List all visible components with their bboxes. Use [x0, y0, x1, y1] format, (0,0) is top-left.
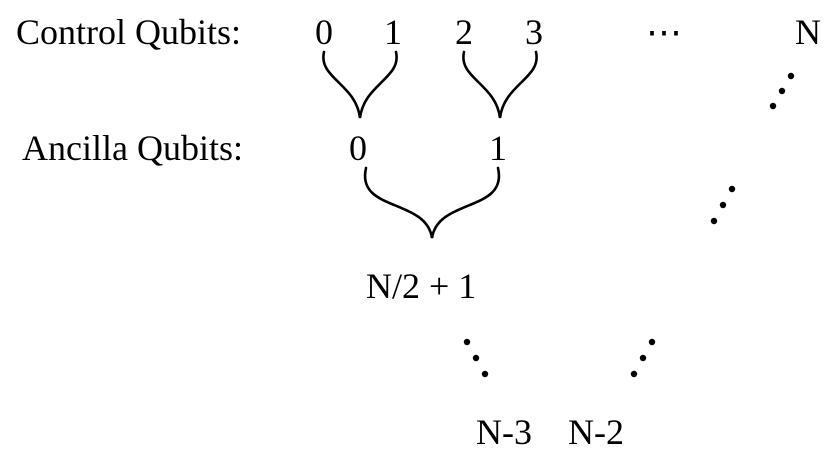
brace-ancilla-0-1 — [363, 166, 501, 239]
control-qubits-label: Control Qubits: — [16, 12, 242, 52]
control-qubit-n: N — [795, 12, 821, 52]
ancilla-qubit-1: 1 — [489, 128, 507, 168]
bottom-node-n-2: N-2 — [568, 412, 624, 452]
dots-mid-right — [710, 185, 736, 225]
control-qubit-0: 0 — [315, 12, 333, 52]
ancilla-qubits-label: Ancilla Qubits: — [22, 128, 243, 168]
control-qubit-2: 2 — [455, 12, 473, 52]
bottom-node-n-3: N-3 — [476, 412, 532, 452]
brace-control-2-3 — [462, 50, 538, 119]
merged-node-label: N/2 + 1 — [366, 266, 477, 306]
brace-control-0-1 — [322, 50, 398, 119]
control-ellipsis: ⋯ — [646, 12, 682, 52]
ancilla-qubit-0: 0 — [349, 128, 367, 168]
dots-near-control-n — [769, 72, 795, 110]
control-qubit-1: 1 — [384, 12, 402, 52]
dots-above-n-3 — [463, 338, 489, 378]
control-qubit-3: 3 — [525, 12, 543, 52]
dots-above-n-2 — [630, 338, 656, 378]
